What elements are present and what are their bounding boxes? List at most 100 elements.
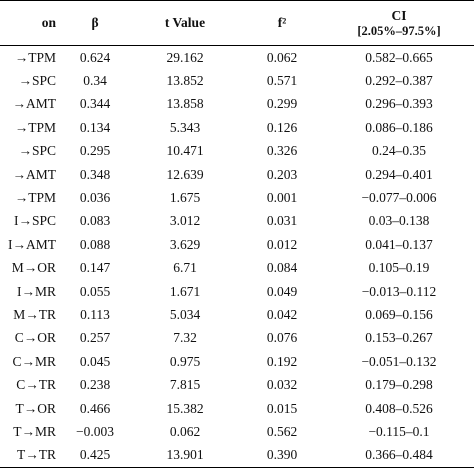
value-cell: 5.343 [169,119,201,135]
value-cell: 0.062 [266,49,298,65]
value-cell: 0.015 [266,400,298,416]
value-cell: 0.001 [266,190,298,206]
relation-cell: →SPC [18,73,56,89]
table-row: →AMT 0.344 13.858 0.299 0.296–0.393 [0,93,474,116]
value-cell: 7.815 [169,377,201,393]
value-cell: 0.562 [266,423,298,439]
table-row: T→OR 0.466 15.382 0.015 0.408–0.526 [0,397,474,420]
value-cell: 0.042 [266,306,298,322]
value-cell: 3.629 [169,236,201,252]
value-cell: 0.294–0.401 [365,166,433,182]
value-cell: 0.425 [60,443,130,469]
value-cell: −0.077–0.006 [361,190,437,206]
value-cell: 0.571 [266,73,298,89]
value-cell: 13.901 [130,443,240,469]
value-cell: 0.113 [80,306,110,322]
table-row: C→OR 0.257 7.32 0.076 0.153–0.267 [0,327,474,350]
relation-cell: →TPM [14,49,56,65]
relation-cell: →TPM [14,119,56,135]
value-cell: 0.153–0.267 [365,330,433,346]
table-row: I→SPC 0.083 3.012 0.031 0.03–0.138 [0,210,474,233]
table-row: T→TR 0.425 13.901 0.390 0.366–0.484 [0,443,474,469]
value-cell: −0.013–0.112 [361,283,437,299]
value-cell: 0.031 [266,213,298,229]
table-row: M→OR 0.147 6.71 0.084 0.105–0.19 [0,257,474,280]
value-cell: 0.147 [79,260,111,276]
table-row: →AMT 0.348 12.639 0.203 0.294–0.401 [0,163,474,186]
table-row: M→TR 0.113 5.034 0.042 0.069–0.156 [0,303,474,326]
table-row: →TPM 0.036 1.675 0.001 −0.077–0.006 [0,186,474,209]
header-text: CI [391,8,407,23]
value-cell: 0.134 [79,119,111,135]
header-cell: f² [240,0,324,46]
relation-cell: I→SPC [13,213,56,229]
table-row: T→MR −0.003 0.062 0.562 −0.115–0.1 [0,420,474,443]
value-cell: 0.390 [240,443,324,469]
value-cell: 0.34 [83,73,107,89]
value-cell: 1.671 [169,283,201,299]
table-row: →TPM 0.134 5.343 0.126 0.086–0.186 [0,116,474,139]
value-cell: 0.24–0.35 [372,143,426,159]
value-cell: 7.32 [173,330,197,346]
value-cell: 0.055 [79,283,111,299]
value-cell: 0.088 [79,236,111,252]
value-cell: 1.675 [169,190,201,206]
header-row: on β t Value f² CI [2.05%–97.5%] [0,0,474,46]
value-cell: 29.162 [166,49,204,65]
value-cell: 0.975 [169,353,201,369]
table-body: →TPM 0.624 29.162 0.062 0.582–0.665 →SPC 0.34 1… [0,46,474,469]
value-cell: 0.192 [266,353,298,369]
relation-cell: →AMT [12,166,57,182]
value-cell: 0.045 [79,353,111,369]
value-cell: 0.049 [266,283,298,299]
value-cell: 15.382 [166,400,204,416]
value-cell: 0.348 [79,166,111,182]
value-cell: −0.115–0.1 [368,423,430,439]
value-cell: 0.466 [79,400,111,416]
value-cell: 0.295 [79,143,111,159]
value-cell: 6.71 [173,260,197,276]
value-cell: 0.203 [266,166,298,182]
value-cell: 0.624 [79,49,111,65]
value-cell: 10.471 [166,143,204,159]
value-cell: 0.03–0.138 [368,213,430,229]
relation-cell: C→TR [16,377,56,393]
header-text: [2.05%–97.5%] [357,24,441,38]
value-cell: 0.344 [79,96,111,112]
value-cell: 3.012 [169,213,201,229]
relation-cell: I→AMT [8,236,56,252]
table-row: C→TR 0.238 7.815 0.032 0.179–0.298 [0,373,474,396]
value-cell: 0.408–0.526 [365,400,433,416]
value-cell: 0.012 [266,236,298,252]
value-cell: 0.257 [79,330,111,346]
value-cell: 13.852 [166,73,204,89]
value-cell: 0.062 [169,423,201,439]
value-cell: 0.083 [79,213,111,229]
value-cell: 12.639 [166,166,204,182]
value-cell: 0.069–0.156 [365,306,433,322]
header-cell: t Value [130,0,240,46]
relation-cell: M→TR [13,306,56,322]
value-cell: 0.076 [266,330,298,346]
relation-cell: C→MR [12,353,56,369]
value-cell: 0.179–0.298 [365,377,433,393]
value-cell: 0.238 [79,377,111,393]
relation-cell: T→MR [13,423,56,439]
table-row: I→AMT 0.088 3.629 0.012 0.041–0.137 [0,233,474,256]
value-cell: 0.126 [266,119,298,135]
relation-cell: C→OR [14,330,56,346]
value-cell: −0.051–0.132 [361,353,437,369]
value-cell: 0.084 [266,260,298,276]
value-cell: 5.034 [169,306,201,322]
table-row: →SPC 0.295 10.471 0.326 0.24–0.35 [0,140,474,163]
value-cell: 0.366–0.484 [324,443,474,469]
value-cell: 0.299 [266,96,298,112]
value-cell: 0.105–0.19 [368,260,430,276]
value-cell: −0.003 [76,423,114,439]
table-row: I→MR 0.055 1.671 0.049 −0.013–0.112 [0,280,474,303]
relation-cell: I→MR [16,283,56,299]
header-cell: CI [2.05%–97.5%] [324,0,474,46]
value-cell: 0.041–0.137 [365,236,433,252]
value-cell: 0.086–0.186 [365,119,433,135]
